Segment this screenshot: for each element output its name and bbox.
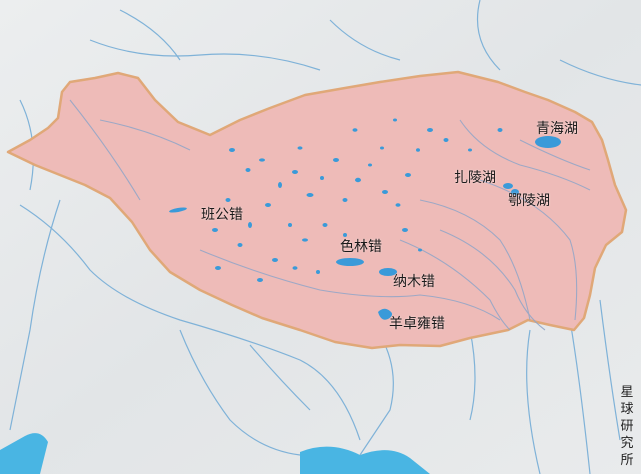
river-segment-5 — [119, 9, 181, 61]
yellow-river-north — [559, 59, 641, 86]
arabian-sea — [0, 433, 48, 474]
label-selin-lake: 色林错 — [340, 239, 382, 255]
label-yangzhuoyong-lake: 羊卓雍错 — [389, 316, 445, 332]
river-segment-9 — [69, 99, 141, 201]
river-segment-7 — [519, 139, 591, 171]
credit-text: 星球研究所 — [620, 385, 634, 468]
bangong-lake-shape — [169, 207, 187, 213]
ganges-tributary — [179, 329, 301, 456]
qinghai-lake-shape — [535, 136, 561, 148]
ganges-river — [19, 204, 361, 441]
yangzhuoyong-lake-shape — [378, 308, 393, 320]
tibetan-plateau — [6, 70, 628, 350]
river-segment-1 — [249, 344, 311, 411]
river-segment-4 — [476, 0, 501, 71]
yarlung-tsangpo-river — [199, 249, 501, 321]
yangtze-river — [419, 199, 531, 321]
label-bangong-lake: 班公错 — [201, 207, 243, 223]
salween-river — [569, 319, 591, 474]
brahmaputra-river — [359, 334, 394, 456]
eling-lake-shape — [511, 189, 519, 195]
yellow-river-source — [459, 119, 591, 191]
mekong-upper — [439, 229, 546, 331]
tarim-river — [89, 39, 321, 71]
small-lakes — [212, 118, 503, 282]
mekong-river — [599, 299, 621, 441]
label-qinghai-lake: 青海湖 — [536, 121, 578, 137]
zhaling-lake-shape — [503, 183, 513, 189]
selin-lake-shape — [336, 258, 364, 266]
river-segment-2 — [469, 329, 476, 421]
river-segment-3 — [329, 19, 401, 61]
indus-river — [9, 199, 61, 431]
irrawaddy-river — [526, 329, 541, 474]
label-zhaling-lake: 扎陵湖 — [454, 170, 496, 186]
label-eling-lake: 鄂陵湖 — [508, 193, 550, 209]
namu-lake-shape — [379, 268, 397, 276]
label-namu-lake: 纳木错 — [393, 274, 435, 290]
river-segment-8 — [99, 119, 191, 151]
bay-of-bengal — [300, 446, 430, 474]
salween-upper — [399, 239, 511, 331]
outer-rivers — [9, 0, 641, 474]
